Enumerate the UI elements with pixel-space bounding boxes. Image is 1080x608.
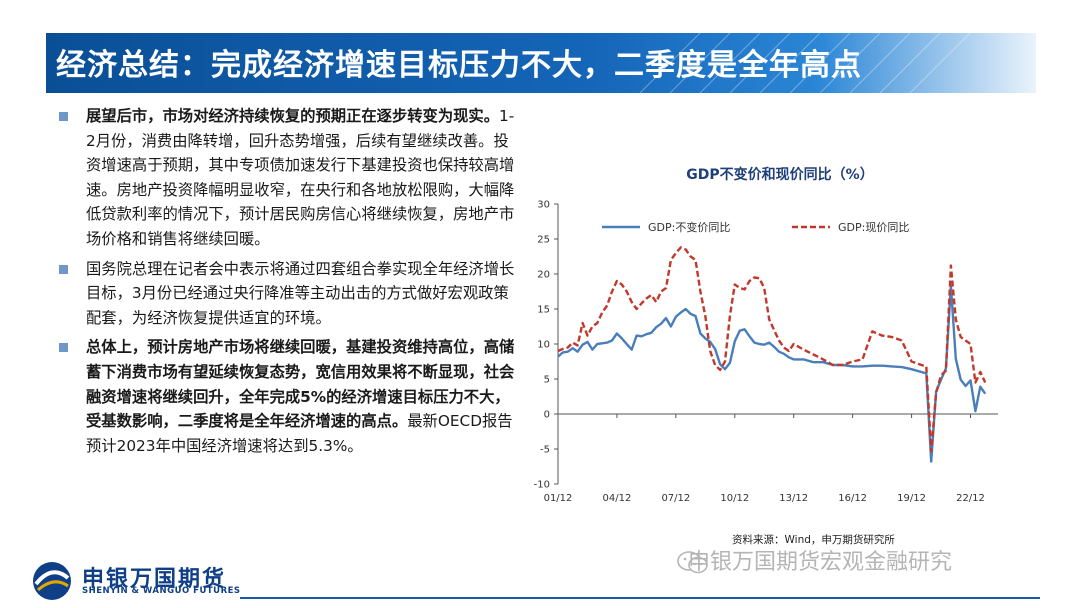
chart-legend: GDP:不变价同比 GDP:现价同比: [602, 220, 909, 234]
gdp-line-chart: 30 25 20 15 10 5 0 -5 -10 01/12 04/12 07/12 10/12 13/…: [534, 200, 998, 504]
y-tick-label: 30: [537, 200, 550, 211]
footer-divider: [240, 597, 1040, 599]
chart-axes: 30 25 20 15 10 5 0 -5 -10 01/12 04/12 07/12 10/12 13/…: [534, 200, 998, 504]
wechat-icon: [677, 551, 708, 574]
bullet-text: 国务院总理在记者会中表示将通过四套组合拳实现全年经济增长目标，3月份已经通过央行…: [86, 259, 515, 327]
bullet-bold-text: 总体上，预计房地产市场将继续回暖，基建投资维持高位，高储蓄下消费市场有望延续恢复…: [86, 338, 515, 431]
x-tick-label: 01/12: [544, 493, 573, 504]
y-tick-label: 0: [544, 410, 550, 421]
bullet-square-icon: [59, 264, 68, 274]
series-line-2: [557, 246, 987, 453]
watermark-text: 申银万国期货宏观金融研究: [688, 550, 953, 575]
logo-name-en: SHENYIN & WANGUO FUTURES: [82, 586, 241, 596]
bullet-list: 展望后市，市场对经济持续恢复的预期正在逐步转变为现实。1-2月份，消费由降转增，…: [58, 104, 518, 463]
chart-title: GDP不变价和现价同比（%）: [686, 167, 874, 183]
x-tick-label: 22/12: [956, 493, 985, 504]
y-tick-label: -10: [534, 480, 550, 491]
y-tick-label: 25: [537, 235, 550, 246]
header-decoration: [640, 33, 971, 93]
page-title: 经济总结：完成经济增速目标压力不大，二季度是全年高点: [56, 48, 862, 83]
bullet-item: 国务院总理在记者会中表示将通过四套组合拳实现全年经济增长目标，3月份已经通过央行…: [58, 257, 518, 331]
header-banner: [46, 33, 1036, 93]
x-tick-label: 19/12: [897, 493, 926, 504]
source-note: 资料来源：Wind，申万期货研究所: [732, 534, 895, 546]
y-tick-label: 10: [537, 340, 550, 351]
bullet-text: 最新OECD报告预计2023年中国经济增速将达到5.3%。: [86, 412, 513, 455]
logo-name-cn: 申银万国期货: [82, 567, 227, 592]
bullet-item: 总体上，预计房地产市场将继续回暖，基建投资维持高位，高储蓄下消费市场有望延续恢复…: [58, 335, 518, 458]
x-tick-label: 04/12: [603, 493, 632, 504]
bullet-square-icon: [59, 343, 68, 353]
chart-lines: [557, 246, 987, 463]
y-tick-label: -5: [540, 445, 550, 456]
x-tick-label: 10/12: [720, 493, 749, 504]
series-line-1: [557, 284, 987, 463]
x-tick-label: 16/12: [838, 493, 867, 504]
y-tick-label: 20: [537, 270, 550, 281]
x-tick-label: 13/12: [779, 493, 808, 504]
company-logo-icon: [33, 562, 71, 600]
bullet-square-icon: [59, 112, 68, 121]
bullet-item: 展望后市，市场对经济持续恢复的预期正在逐步转变为现实。1-2月份，消费由降转增，…: [58, 104, 518, 252]
x-tick-label: 07/12: [661, 493, 690, 504]
bullet-text: 1-2月份，消费由降转增，回升态势增强，后续有望继续改善。投资增速高于预期，其中…: [86, 107, 515, 248]
bullet-bold-text: 展望后市，市场对经济持续恢复的预期正在逐步转变为现实。: [86, 107, 500, 125]
legend-label: GDP:现价同比: [838, 221, 909, 234]
legend-label: GDP:不变价同比: [648, 220, 730, 234]
y-tick-label: 5: [544, 375, 550, 386]
y-tick-label: 15: [537, 305, 550, 316]
